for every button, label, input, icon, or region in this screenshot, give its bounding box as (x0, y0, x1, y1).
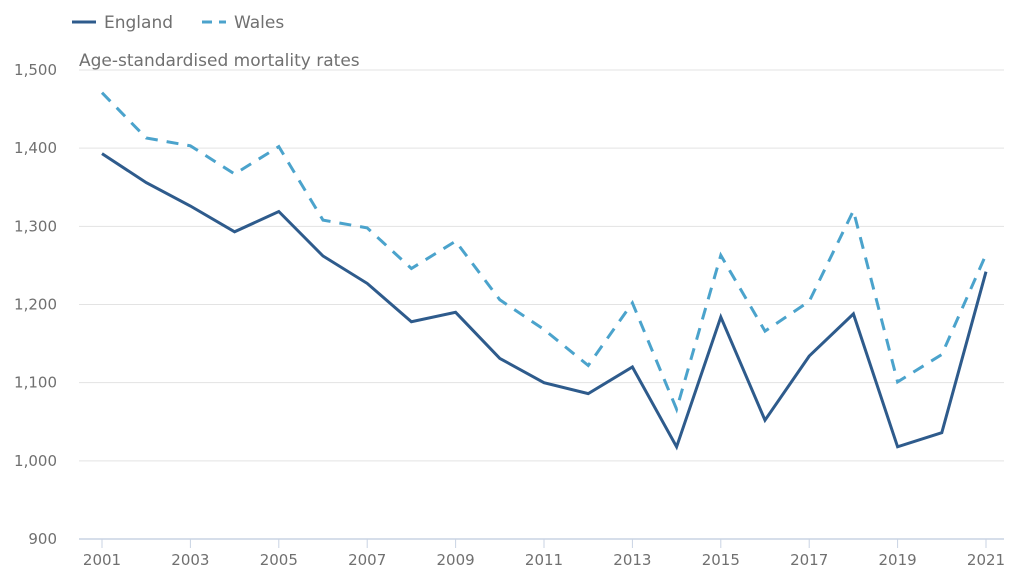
gridlines (79, 69, 1004, 540)
legend-item-england[interactable]: England (72, 13, 173, 33)
series-line-england (101, 152, 988, 451)
x-tick-label: 2003 (171, 551, 209, 569)
x-axis: 2001 2003 2005 2007 2009 2011 2013 2015 2017 2019… (83, 539, 1005, 569)
x-tick-label: 2013 (613, 551, 651, 569)
series-lines (100, 91, 988, 451)
x-tick-label: 2009 (437, 551, 475, 569)
x-tick-label: 2007 (348, 551, 386, 569)
y-tick-label: 1,400 (14, 139, 57, 157)
x-tick-label: 2021 (967, 551, 1005, 569)
y-axis: 900 1,000 1,100 1,200 1,300 1,400 1,500 (14, 61, 57, 548)
x-tick-label: 2001 (83, 551, 121, 569)
x-tick-label: 2005 (260, 551, 298, 569)
legend-label-england: England (104, 13, 173, 33)
y-axis-title: Age-standardised mortality rates (79, 51, 360, 71)
legend-label-wales: Wales (234, 13, 284, 33)
x-tick-label: 2011 (525, 551, 563, 569)
y-tick-label: 1,100 (14, 374, 57, 392)
legend: England Wales (72, 13, 284, 33)
x-tick-label: 2015 (702, 551, 740, 569)
y-tick-label: 1,200 (14, 296, 57, 314)
series-line-wales (100, 91, 988, 414)
legend-item-wales[interactable]: Wales (202, 13, 284, 33)
y-tick-label: 1,000 (14, 452, 57, 470)
y-tick-label: 900 (28, 530, 57, 548)
y-tick-label: 1,300 (14, 217, 57, 235)
x-tick-label: 2019 (879, 551, 917, 569)
x-tick-label: 2017 (790, 551, 828, 569)
y-tick-label: 1,500 (14, 61, 57, 79)
